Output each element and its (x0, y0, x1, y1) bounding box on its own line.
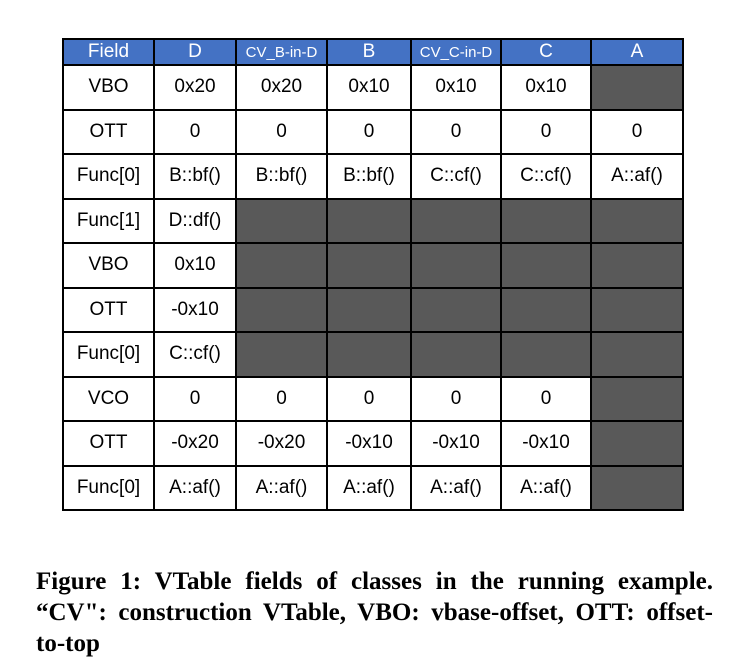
table-cell: D::df() (153, 197, 237, 244)
filled-cell (326, 331, 412, 378)
column-header: A (590, 38, 684, 66)
filled-cell (590, 64, 684, 111)
table-cell: 0x10 (500, 64, 592, 111)
caption-line: to-top (36, 630, 100, 657)
table-header-row: Field D CV_B-in-D B CV_C-in-D C A (62, 38, 684, 66)
table-row: VCO 0 0 0 0 0 (62, 375, 684, 422)
table-cell: 0 (590, 108, 684, 155)
table-cell: 0x10 (153, 242, 237, 289)
column-header: D (153, 38, 237, 66)
table-cell: C::cf() (500, 153, 592, 200)
table-cell: A::af() (235, 464, 328, 511)
table-row: OTT 0 0 0 0 0 0 (62, 108, 684, 155)
table-cell: 0 (153, 375, 237, 422)
filled-cell (410, 286, 502, 333)
figure-caption: Figure 1: VTable fields of classes in th… (36, 566, 713, 659)
table-cell: B::bf() (153, 153, 237, 200)
table-cell: 0 (410, 108, 502, 155)
row-label: Func[0] (62, 331, 155, 378)
table-cell: -0x10 (326, 420, 412, 467)
row-label: OTT (62, 286, 155, 333)
table-cell: 0 (153, 108, 237, 155)
table-cell: -0x10 (153, 286, 237, 333)
column-header: Field (62, 38, 155, 66)
filled-cell (500, 331, 592, 378)
table-row: Func[0] A::af() A::af() A::af() A::af() A::af… (62, 464, 684, 511)
table-cell: C::cf() (153, 331, 237, 378)
filled-cell (590, 464, 684, 511)
filled-cell (410, 242, 502, 289)
table-row: VBO 0x20 0x20 0x10 0x10 0x10 (62, 64, 684, 111)
filled-cell (235, 331, 328, 378)
row-label: OTT (62, 420, 155, 467)
caption-line: Figure 1: VTable fields of classes in th… (36, 568, 713, 595)
filled-cell (590, 331, 684, 378)
table-cell: B::bf() (326, 153, 412, 200)
table-row: Func[0] C::cf() (62, 331, 684, 378)
table-cell: C::cf() (410, 153, 502, 200)
table-cell: 0 (326, 108, 412, 155)
row-label: VCO (62, 375, 155, 422)
table-cell: -0x10 (500, 420, 592, 467)
caption-line: “CV": construction VTable, VBO: vbase-of… (36, 599, 713, 626)
row-label: VBO (62, 242, 155, 289)
table-cell: 0x10 (326, 64, 412, 111)
table-cell: 0 (500, 108, 592, 155)
table-cell: 0x20 (235, 64, 328, 111)
table-cell: A::af() (153, 464, 237, 511)
filled-cell (235, 242, 328, 289)
table-cell: 0x10 (410, 64, 502, 111)
column-header: C (500, 38, 592, 66)
filled-cell (590, 375, 684, 422)
row-label: Func[1] (62, 197, 155, 244)
table-row: OTT -0x10 (62, 286, 684, 333)
row-label: Func[0] (62, 464, 155, 511)
row-label: OTT (62, 108, 155, 155)
table-cell: A::af() (326, 464, 412, 511)
filled-cell (235, 197, 328, 244)
table-row: Func[0] B::bf() B::bf() B::bf() C::cf() C::cf… (62, 153, 684, 200)
table-cell: 0 (235, 375, 328, 422)
filled-cell (590, 286, 684, 333)
filled-cell (326, 242, 412, 289)
table-cell: 0 (500, 375, 592, 422)
filled-cell (590, 420, 684, 467)
table-cell: 0 (235, 108, 328, 155)
filled-cell (590, 242, 684, 289)
table-cell: -0x10 (410, 420, 502, 467)
table-row: Func[1] D::df() (62, 197, 684, 244)
table-cell: -0x20 (235, 420, 328, 467)
filled-cell (326, 197, 412, 244)
filled-cell (410, 331, 502, 378)
table-cell: 0x20 (153, 64, 237, 111)
row-label: VBO (62, 64, 155, 111)
filled-cell (326, 286, 412, 333)
table-cell: 0 (410, 375, 502, 422)
vtable-fields-table: Field D CV_B-in-D B CV_C-in-D C A VBO 0x20 0x20 0… (62, 38, 684, 511)
table-cell: 0 (326, 375, 412, 422)
filled-cell (500, 242, 592, 289)
table-cell: A::af() (410, 464, 502, 511)
column-header: B (326, 38, 412, 66)
filled-cell (410, 197, 502, 244)
filled-cell (590, 197, 684, 244)
table-cell: A::af() (590, 153, 684, 200)
column-header: CV_C-in-D (410, 38, 502, 66)
filled-cell (235, 286, 328, 333)
filled-cell (500, 286, 592, 333)
table-row: VBO 0x10 (62, 242, 684, 289)
column-header: CV_B-in-D (235, 38, 328, 66)
table-cell: A::af() (500, 464, 592, 511)
table-cell: B::bf() (235, 153, 328, 200)
row-label: Func[0] (62, 153, 155, 200)
table-cell: -0x20 (153, 420, 237, 467)
table-row: OTT -0x20 -0x20 -0x10 -0x10 -0x10 (62, 420, 684, 467)
filled-cell (500, 197, 592, 244)
